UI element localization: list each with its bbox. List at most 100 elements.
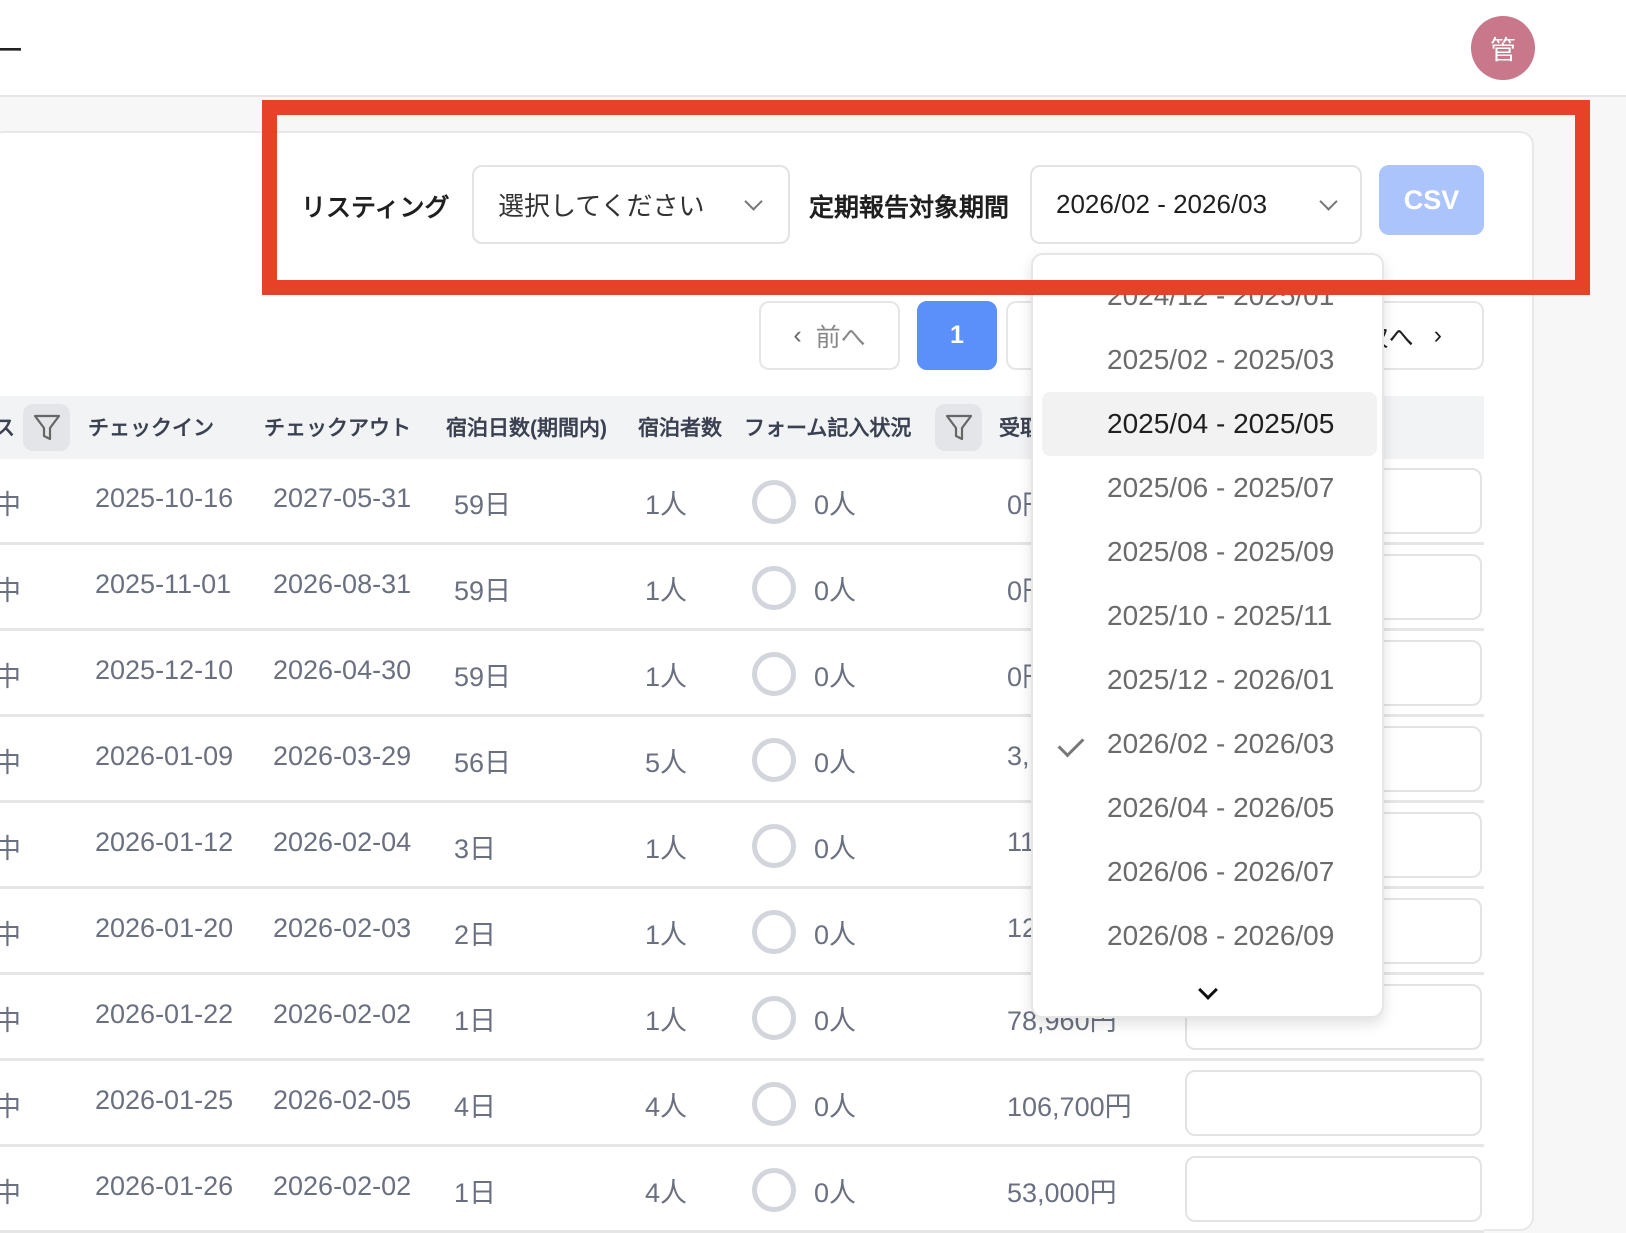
- column-header-guests: 宿泊者数: [638, 417, 722, 440]
- status-cell: 中: [0, 662, 21, 692]
- guests-cell: 1人: [645, 920, 688, 950]
- guests-cell: 1人: [645, 576, 688, 606]
- period-option-label: 2025/12 - 2026/01: [1107, 664, 1335, 695]
- period-option[interactable]: 2025/02 - 2025/03: [1042, 328, 1377, 392]
- period-select[interactable]: 2026/02 - 2026/03: [1030, 165, 1362, 244]
- prev-page-button[interactable]: ‹ 前へ: [759, 301, 900, 370]
- period-option[interactable]: 2025/12 - 2026/01: [1042, 648, 1377, 712]
- period-option[interactable]: 2026/08 - 2026/09: [1042, 904, 1377, 962]
- checkin-cell: 2025-11-01: [95, 569, 232, 599]
- form-status-circle-icon: [752, 910, 796, 954]
- amount-cell: 11: [1007, 827, 1036, 857]
- guests-cell: 1人: [645, 834, 688, 864]
- period-dropdown-menu[interactable]: 2024/12 - 2025/01 2025/02 - 2025/03 2025/0…: [1031, 253, 1384, 1018]
- nights-cell: 59日: [454, 490, 512, 520]
- chevron-right-icon: ›: [1433, 321, 1442, 349]
- nights-cell: 59日: [454, 576, 512, 606]
- period-option-label: 2024/12 - 2025/01: [1107, 282, 1335, 311]
- csv-button[interactable]: CSV: [1379, 165, 1484, 235]
- listing-select-value: 選択してください: [498, 191, 705, 221]
- listing-label: リスティング: [301, 194, 450, 222]
- nights-cell: 2日: [454, 920, 497, 950]
- period-option[interactable]: 2026/02 - 2026/03: [1042, 712, 1377, 776]
- chevron-left-icon: ‹: [793, 321, 802, 349]
- status-cell: 中: [0, 834, 21, 864]
- table-row: 中 2026-01-22 2026-02-02 1日 1人 0人 78,960円: [0, 975, 1484, 1061]
- form-count-cell: 0人: [814, 662, 857, 692]
- guests-cell: 5人: [645, 748, 688, 778]
- status-cell: 中: [0, 490, 21, 520]
- filter-icon[interactable]: [935, 404, 982, 451]
- nights-cell: 59日: [454, 662, 512, 692]
- guests-cell: 1人: [645, 1006, 688, 1036]
- period-option-label: 2025/06 - 2025/07: [1107, 472, 1335, 503]
- checkout-cell: 2026-02-05: [273, 1085, 412, 1115]
- form-count-cell: 0人: [814, 1178, 857, 1208]
- column-header-checkout: チェックアウト: [264, 417, 411, 440]
- checkout-cell: 2026-08-31: [273, 569, 412, 599]
- period-option[interactable]: 2024/12 - 2025/01: [1042, 282, 1377, 328]
- form-status-circle-icon: [752, 566, 796, 610]
- form-count-cell: 0人: [814, 834, 857, 864]
- check-icon: [1057, 730, 1085, 758]
- status-cell: 中: [0, 576, 21, 606]
- form-status-circle-icon: [752, 738, 796, 782]
- period-option-label: 2025/10 - 2025/11: [1107, 600, 1333, 631]
- period-option-label: 2025/08 - 2025/09: [1107, 536, 1335, 567]
- period-option[interactable]: 2026/06 - 2026/07: [1042, 840, 1377, 904]
- form-status-circle-icon: [752, 480, 796, 524]
- status-cell: 中: [0, 1092, 21, 1122]
- checkin-cell: 2026-01-20: [95, 913, 234, 943]
- table-row: 中 2026-01-25 2026-02-05 4日 4人 0人 106,700円: [0, 1061, 1484, 1147]
- checkin-cell: 2026-01-12: [95, 827, 234, 857]
- avatar[interactable]: 管: [1471, 16, 1535, 80]
- amount-cell: 106,700円: [1007, 1092, 1132, 1122]
- period-option-label: 2026/02 - 2026/03: [1107, 728, 1335, 759]
- period-option-label: 2025/02 - 2025/03: [1107, 344, 1335, 375]
- period-option-label: 2026/06 - 2026/07: [1107, 856, 1335, 887]
- form-status-circle-icon: [752, 996, 796, 1040]
- page-button-current[interactable]: 1: [917, 301, 997, 370]
- amount-cell: 53,000円: [1007, 1178, 1117, 1208]
- checkout-cell: 2026-02-02: [273, 999, 412, 1029]
- checkout-cell: 2026-03-29: [273, 741, 412, 771]
- checkout-cell: 2026-02-02: [273, 1171, 412, 1201]
- column-header-form-status: フォーム記入状況: [744, 417, 912, 440]
- period-label: 定期報告対象期間: [809, 194, 1010, 222]
- period-option-label: 2026/04 - 2026/05: [1107, 792, 1335, 823]
- scroll-down-chevron-icon[interactable]: [1198, 980, 1218, 1000]
- period-option[interactable]: 2025/06 - 2025/07: [1042, 456, 1377, 520]
- column-header-status: ス: [0, 417, 15, 440]
- status-cell: 中: [0, 1006, 21, 1036]
- form-status-circle-icon: [752, 824, 796, 868]
- chevron-down-icon: [1319, 192, 1338, 211]
- form-count-cell: 0人: [814, 1092, 857, 1122]
- period-option[interactable]: 2026/04 - 2026/05: [1042, 776, 1377, 840]
- row-input-field[interactable]: [1185, 1156, 1482, 1222]
- checkin-cell: 2026-01-26: [95, 1171, 234, 1201]
- nights-cell: 1日: [454, 1178, 497, 1208]
- form-count-cell: 0人: [814, 920, 857, 950]
- period-options-list[interactable]: 2024/12 - 2025/01 2025/02 - 2025/03 2025/0…: [1033, 282, 1382, 962]
- amount-cell: 3,: [1007, 741, 1030, 771]
- filter-icon[interactable]: [23, 404, 70, 451]
- nights-cell: 1日: [454, 1006, 497, 1036]
- status-cell: 中: [0, 1178, 21, 1208]
- status-cell: 中: [0, 748, 21, 778]
- row-input-field[interactable]: [1185, 1070, 1482, 1136]
- period-select-value: 2026/02 - 2026/03: [1056, 189, 1268, 219]
- checkout-cell: 2026-02-04: [273, 827, 412, 857]
- form-status-circle-icon: [752, 1082, 796, 1126]
- nights-cell: 3日: [454, 834, 497, 864]
- guests-cell: 1人: [645, 662, 688, 692]
- guests-cell: 1人: [645, 490, 688, 520]
- period-option[interactable]: 2025/10 - 2025/11: [1042, 584, 1377, 648]
- listing-select[interactable]: 選択してください: [472, 165, 790, 244]
- period-option[interactable]: 2025/08 - 2025/09: [1042, 520, 1377, 584]
- status-cell: 中: [0, 920, 21, 950]
- checkin-cell: 2025-10-16: [95, 483, 234, 513]
- period-option[interactable]: 2025/04 - 2025/05: [1042, 392, 1377, 456]
- nights-cell: 56日: [454, 748, 512, 778]
- checkout-cell: 2026-02-03: [273, 913, 412, 943]
- form-status-circle-icon: [752, 652, 796, 696]
